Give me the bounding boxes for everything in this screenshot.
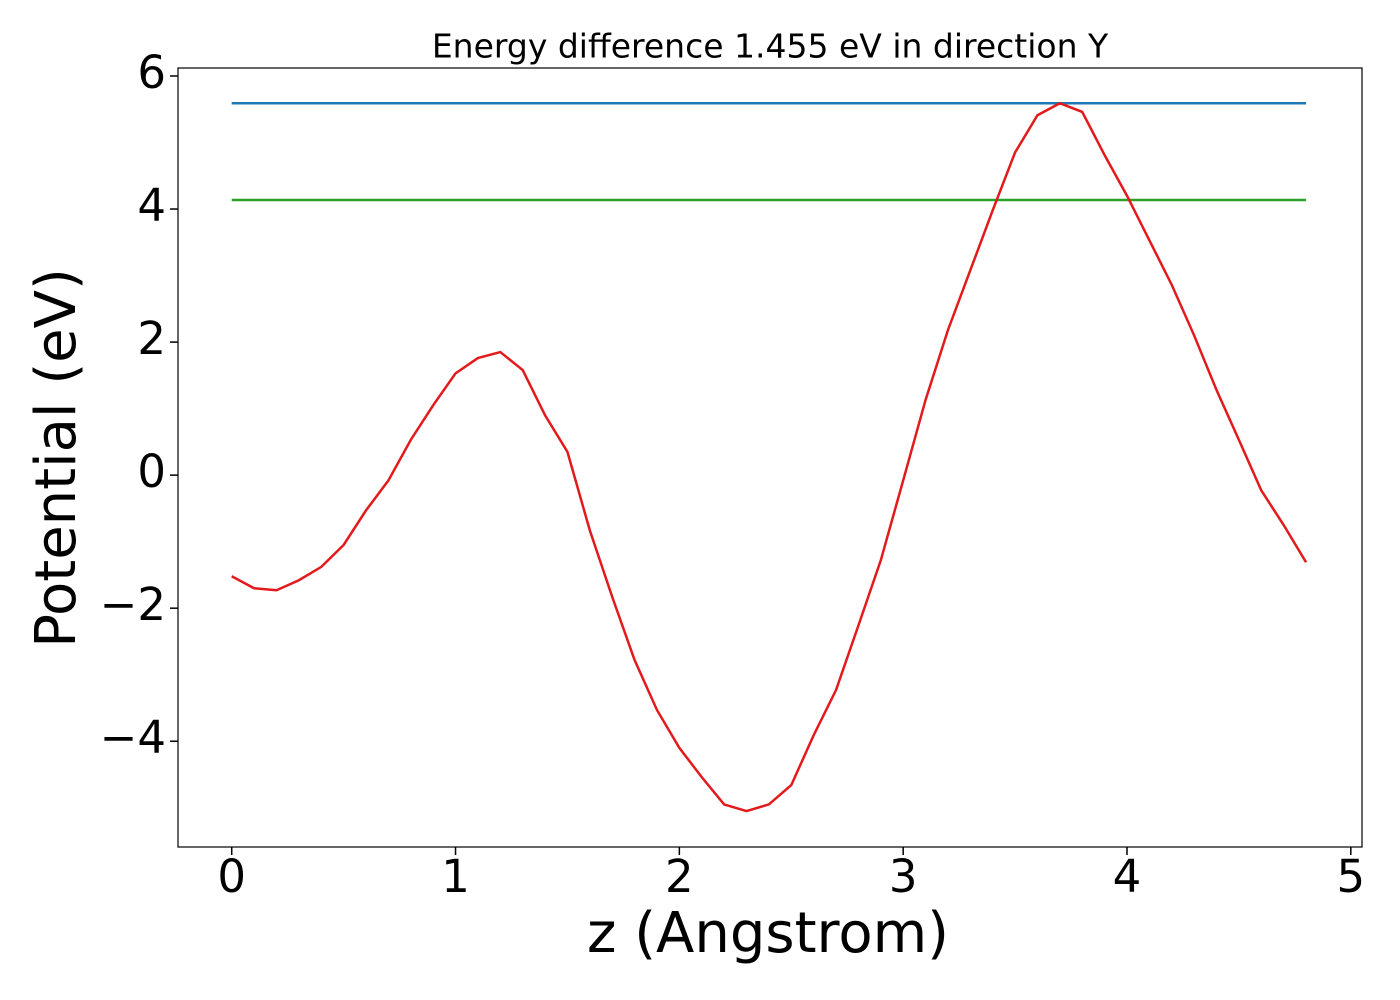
- x-tick-label: 0: [217, 850, 246, 903]
- y-tick-label: 6: [137, 46, 166, 99]
- x-tick-label: 1: [441, 850, 470, 903]
- y-tick-label: 0: [137, 445, 166, 498]
- x-tick-label: 2: [665, 850, 694, 903]
- line-series: [231, 101, 1308, 813]
- x-axis-label: z (Angstrom): [587, 901, 949, 966]
- x-tick-label: 5: [1336, 850, 1365, 903]
- y-tick-label: −4: [100, 711, 166, 764]
- y-tick-label: −2: [100, 578, 166, 631]
- plot-frame: [177, 67, 1363, 848]
- x-tick-label: 3: [889, 850, 918, 903]
- y-axis-label: Potential (eV): [24, 268, 89, 648]
- y-tick-label: 2: [137, 312, 166, 365]
- y-tick-label: 4: [137, 179, 166, 232]
- chart-title: Energy difference 1.455 eV in direction …: [432, 27, 1109, 66]
- x-tick-label: 4: [1113, 850, 1142, 903]
